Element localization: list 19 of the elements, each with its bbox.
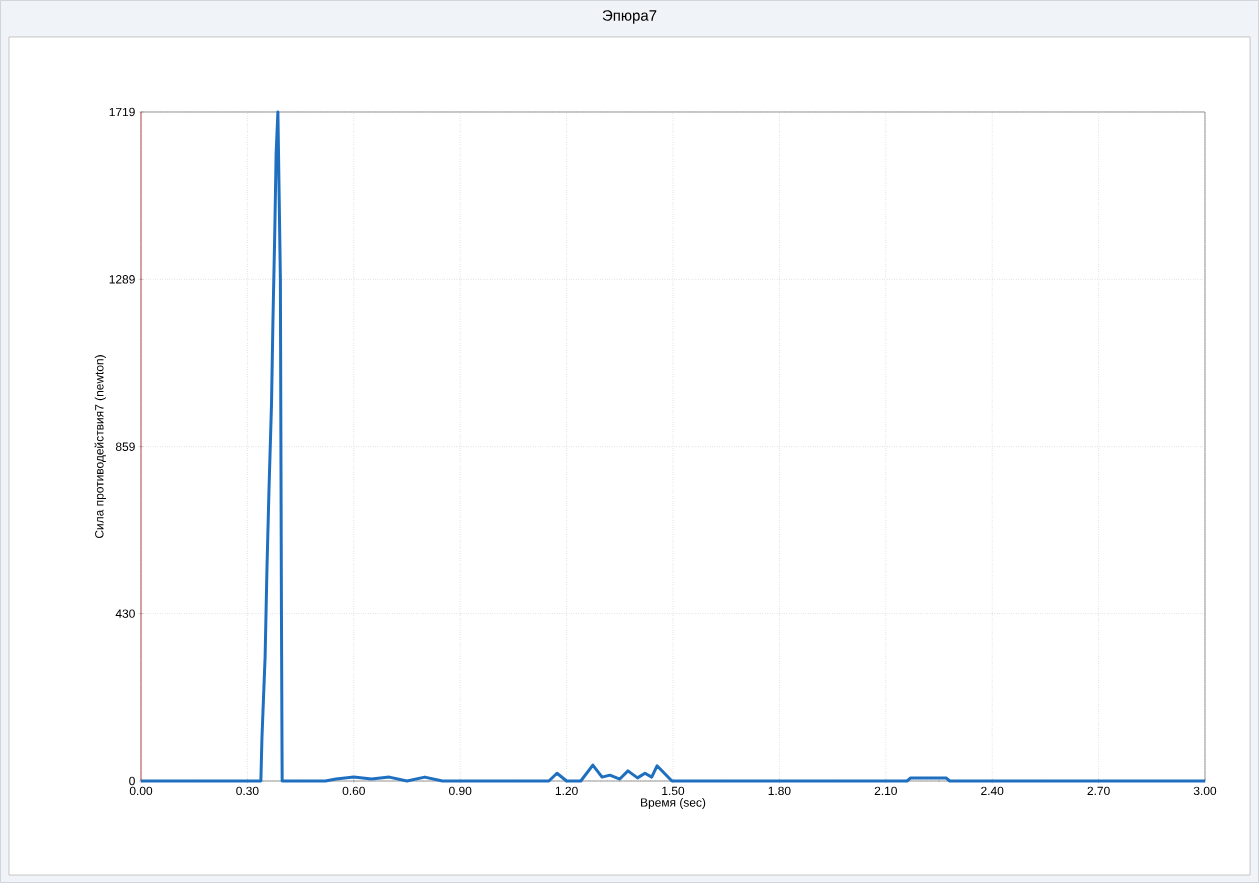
x-tick-label: 0.90 [449, 786, 472, 796]
x-tick-label: 2.10 [874, 786, 897, 796]
x-tick-label: 2.40 [981, 786, 1004, 796]
x-tick-label: 0.00 [129, 786, 153, 796]
x-tick-label: 1.50 [662, 786, 685, 796]
x-tick-label: 3.00 [1193, 786, 1217, 796]
y-tick-label: 430 [115, 609, 135, 618]
x-tick-label: 1.80 [768, 786, 791, 796]
x-tick-label: 2.70 [1087, 786, 1110, 796]
x-axis-title: Время (sec) [641, 797, 706, 810]
x-tick-label: 0.60 [342, 786, 365, 796]
x-tick-label: 1.20 [555, 786, 578, 796]
y-tick-label: 1719 [109, 107, 135, 117]
y-tick-label: 1289 [109, 275, 135, 284]
x-tick-label: 0.30 [236, 786, 259, 796]
y-tick-label: 859 [115, 442, 135, 451]
chart-title: Эпюра7 [602, 10, 657, 24]
y-axis-title: Сила противодействия7 (newton) [94, 355, 106, 539]
y-tick-label: 0 [129, 776, 135, 786]
